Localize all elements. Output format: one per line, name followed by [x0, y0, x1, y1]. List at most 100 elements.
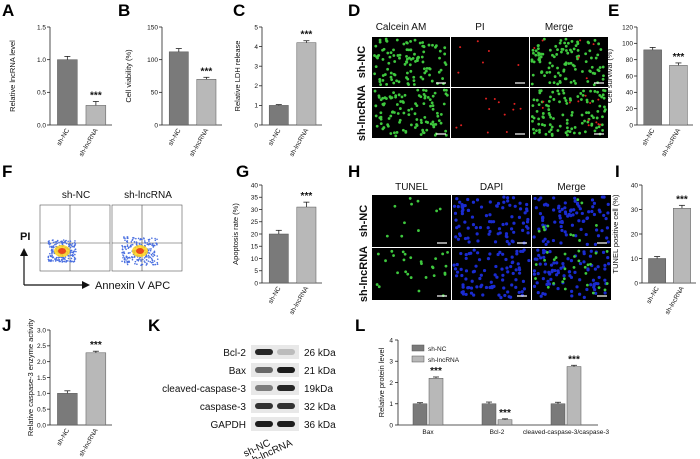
- nucleus-dot: [466, 208, 470, 212]
- event-dot: [131, 256, 133, 258]
- tunel-dot: [385, 234, 389, 238]
- cell-dot: [548, 61, 552, 65]
- blot-band: [255, 367, 273, 373]
- tunel-dot: [384, 259, 387, 263]
- cell-dot: [375, 124, 379, 128]
- row-label: sh-lncRNA: [356, 85, 368, 141]
- tunel-dot: [376, 252, 380, 256]
- y-tick-label: 2.0: [37, 359, 46, 366]
- cell-dot: [374, 65, 378, 69]
- cell-dot: [425, 67, 429, 70]
- plot-title: sh-NC: [62, 190, 90, 201]
- nucleus-dot: [532, 235, 536, 239]
- cell-dot: [401, 128, 405, 132]
- event-dot: [58, 241, 60, 244]
- nucleus-dot: [591, 205, 595, 209]
- panel-label: B: [118, 1, 130, 20]
- event-dot: [124, 237, 126, 240]
- cell-dot: [425, 128, 429, 132]
- event-dot: [140, 260, 142, 262]
- event-dot: [69, 249, 72, 252]
- tunel-dot: [595, 224, 598, 227]
- blot-strip: [251, 417, 299, 431]
- cell-dot: [421, 60, 425, 64]
- nucleus-dot: [579, 227, 583, 231]
- y-axis-label: PI: [20, 231, 30, 243]
- x-tick-label: sh-lncRNA: [189, 127, 211, 158]
- blot-band: [255, 403, 273, 409]
- cell-dot: [424, 89, 428, 93]
- bar-sh-lncrna: [497, 419, 513, 426]
- blot-band: [277, 421, 295, 427]
- cell-dot: [565, 49, 568, 52]
- row-label: sh-lncRNA: [358, 246, 370, 302]
- nucleus-dot: [466, 197, 470, 202]
- nucleus-dot: [580, 211, 584, 216]
- nucleus-dot: [526, 226, 530, 230]
- cell-dot: [564, 99, 568, 102]
- y-tick-label: 1.0: [37, 391, 46, 398]
- event-dot: [65, 242, 68, 245]
- nucleus-dot: [586, 267, 590, 271]
- panel-c: C 0 1 2 3 4 5 Relative LDH release sh-NC *** sh-ln…: [233, 1, 322, 158]
- event-dot: [151, 237, 153, 239]
- y-tick-label: 3: [389, 359, 393, 366]
- cell-dot: [374, 44, 378, 48]
- cell-dot: [602, 96, 606, 100]
- nucleus-dot: [551, 238, 556, 243]
- nucleus-dot: [588, 254, 593, 258]
- nucleus-dot: [592, 201, 596, 205]
- nucleus-dot: [568, 208, 573, 213]
- bar-sh-lncrna: [669, 65, 688, 126]
- cell-dot: [406, 71, 409, 75]
- cell-dot: [421, 128, 425, 132]
- nucleus-dot: [472, 269, 476, 273]
- blot-band: [255, 385, 273, 391]
- nucleus-dot: [510, 283, 514, 287]
- tunel-dot: [605, 250, 609, 253]
- micrograph: [451, 37, 529, 87]
- cell-dot: [381, 58, 385, 61]
- nucleus-dot: [582, 260, 586, 264]
- y-axis-label: Relative protein level: [377, 347, 386, 417]
- event-dot: [144, 241, 146, 244]
- x-tick-label: sh-NC: [167, 127, 182, 147]
- cell-dot: [561, 113, 565, 117]
- cell-dot: [398, 118, 402, 122]
- cell-dot: [548, 123, 552, 127]
- cell-dot: [532, 131, 536, 135]
- nucleus-dot: [526, 217, 530, 222]
- cell-dot: [382, 47, 386, 51]
- cell-dot: [423, 94, 427, 98]
- event-dot: [60, 240, 62, 243]
- event-dot: [52, 256, 55, 259]
- cell-dot: [600, 95, 604, 99]
- event-dot: [123, 252, 126, 255]
- x-tick-label: sh-lncRNA: [289, 127, 311, 158]
- nucleus-dot: [476, 251, 480, 255]
- nucleus-dot: [582, 295, 586, 300]
- cell-dot: [597, 69, 601, 73]
- event-dot: [127, 256, 130, 259]
- bar-sh-nc: [268, 233, 289, 284]
- cell-dot: [386, 67, 390, 71]
- protein-label: Bcl-2: [223, 348, 246, 359]
- event-dot: [52, 239, 54, 241]
- cell-dot: [383, 73, 387, 76]
- y-tick-label: 0: [254, 122, 258, 129]
- pi-dot: [481, 61, 484, 64]
- nucleus-dot: [502, 200, 506, 204]
- event-dot: [74, 248, 77, 251]
- event-dot: [124, 257, 126, 260]
- y-tick-label: 4: [389, 337, 393, 344]
- event-dot: [138, 258, 140, 260]
- pi-dot: [592, 43, 595, 46]
- cell-dot: [535, 98, 539, 102]
- nucleus-dot: [505, 266, 509, 270]
- event-dot: [154, 239, 157, 242]
- y-tick-label: 30: [631, 207, 639, 214]
- nucleus-dot: [475, 285, 479, 289]
- tunel-dot: [563, 267, 567, 271]
- nucleus-dot: [477, 258, 482, 262]
